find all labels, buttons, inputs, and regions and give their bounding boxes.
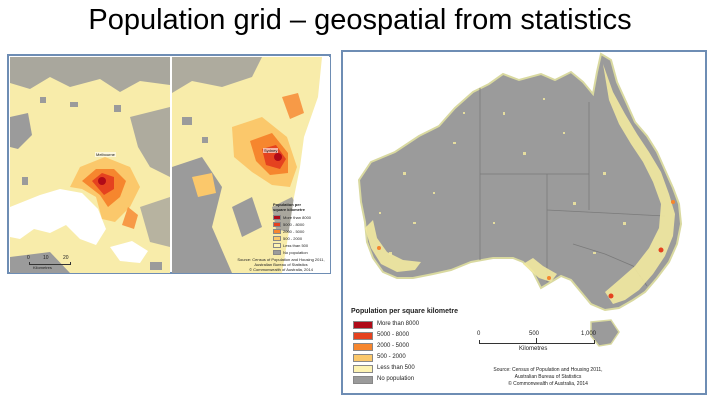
sydney-swatch-5000-8000 [273, 222, 281, 227]
scale-1000: 1,000 [581, 331, 597, 337]
swatch-no-population [353, 376, 373, 384]
slide-title: Population grid – geospatial from statis… [88, 4, 632, 36]
source-line-1: Australian Bureau of Statistics [514, 374, 582, 380]
source-line-2: © Commonwealth of Australia, 2014 [508, 381, 588, 387]
sydney-swatch-more-than-8000 [273, 215, 281, 220]
right-figure: Population per square kilometre More tha… [341, 50, 707, 395]
melbourne-map [10, 57, 170, 273]
left-figure: Melbourne 0 10 20 Kilometres Sydney Popu… [7, 54, 331, 274]
legend-item-2: 2000 - 5000 [377, 343, 410, 349]
sydney-legend-item-1: 5000 - 8000 [283, 222, 305, 227]
sydney-swatch-no-population [273, 250, 281, 255]
sydney-swatch-less-than-500 [273, 243, 281, 248]
legend-item-0: More than 8000 [377, 321, 420, 327]
legend-item-3: 500 - 2000 [377, 354, 406, 360]
sydney-swatch-2000-5000 [273, 229, 281, 234]
map-legend: More than 8000 5000 - 8000 2000 - 5000 5… [353, 321, 443, 391]
sydney-legend-item-4: Less than 500 [283, 243, 309, 248]
melbourne-scale-20: 20 [63, 255, 69, 261]
melbourne-scale-10: 10 [43, 255, 49, 261]
melbourne-scale-unit: Kilometres [33, 265, 52, 270]
australia-map [357, 52, 683, 347]
tasmania [590, 319, 620, 347]
melbourne-scale-0: 0 [27, 255, 30, 261]
legend-item-4: Less than 500 [377, 365, 415, 371]
scale-500: 500 [529, 331, 540, 337]
australia-mainland [357, 52, 683, 312]
legend-title: Population per square kilometre [351, 308, 458, 315]
scale-bar-mid-tick [536, 338, 537, 343]
melbourne-scale-bar [29, 262, 71, 265]
swatch-500-2000 [353, 354, 373, 362]
sydney-legend-item-3: 500 - 2000 [283, 236, 303, 241]
source-line-0: Source: Census of Population and Housing… [493, 367, 603, 373]
sydney-legend-item-0: More than 8000 [283, 215, 312, 220]
scale-0: 0 [477, 331, 481, 337]
sydney-source-line-0: Source: Census of Population and Housing… [237, 257, 325, 262]
legend-item-5: No population [377, 376, 415, 382]
sydney-source-line-1: Australian Bureau of Statistics [254, 262, 308, 267]
sydney-legend-item-2: 2000 - 5000 [283, 229, 305, 234]
sydney-source-line-2: © Commonwealth of Australia, 2014 [249, 267, 313, 272]
legend-item-1: 5000 - 8000 [377, 332, 410, 338]
sydney-city-label: Sydney [263, 148, 279, 153]
swatch-2000-5000 [353, 343, 373, 351]
sydney-legend-title: Population per square kilometre [273, 202, 306, 212]
swatch-5000-8000 [353, 332, 373, 340]
sydney-legend: Population per square kilometre More tha… [273, 202, 329, 260]
melbourne-city-label: Melbourne [95, 152, 116, 157]
swatch-less-than-500 [353, 365, 373, 373]
sydney-swatch-500-2000 [273, 236, 281, 241]
sydney-legend-item-5: No population [283, 250, 308, 255]
swatch-more-than-8000 [353, 321, 373, 329]
scale-bar [479, 340, 595, 344]
scale-unit: Kilometres [519, 346, 548, 352]
